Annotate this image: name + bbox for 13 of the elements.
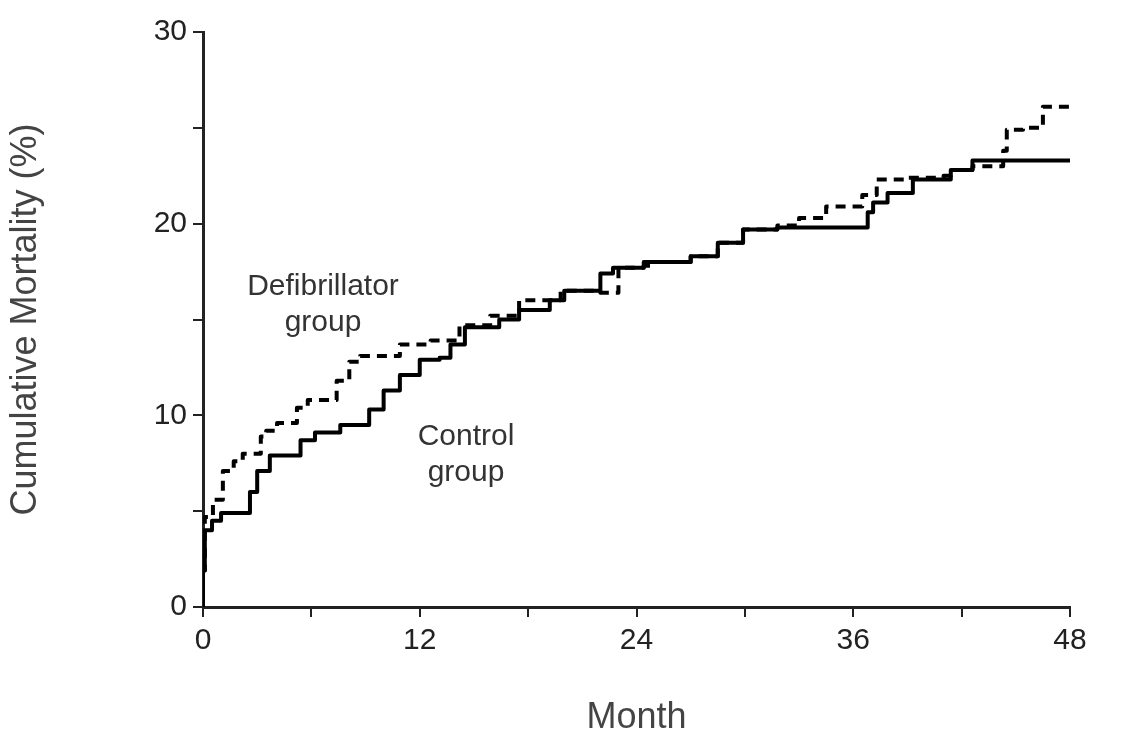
y-axis-title: Cumulative Mortality (%)	[2, 123, 44, 516]
x-axis-title: Month	[586, 695, 687, 737]
x-tick-label: 48	[1053, 622, 1087, 656]
y-tick-label: 10	[153, 396, 187, 430]
x-tick-label: 12	[403, 622, 437, 656]
x-tick-label: 36	[836, 622, 870, 656]
series-label: Defibrillator group	[247, 268, 399, 338]
x-tick-label: 0	[194, 622, 212, 656]
x-tick-label: 24	[619, 622, 654, 656]
y-tick-label: 30	[153, 13, 187, 47]
y-tick-label: 20	[153, 204, 187, 238]
y-tick-label: 0	[170, 588, 187, 622]
series-label: Control group	[417, 418, 515, 488]
